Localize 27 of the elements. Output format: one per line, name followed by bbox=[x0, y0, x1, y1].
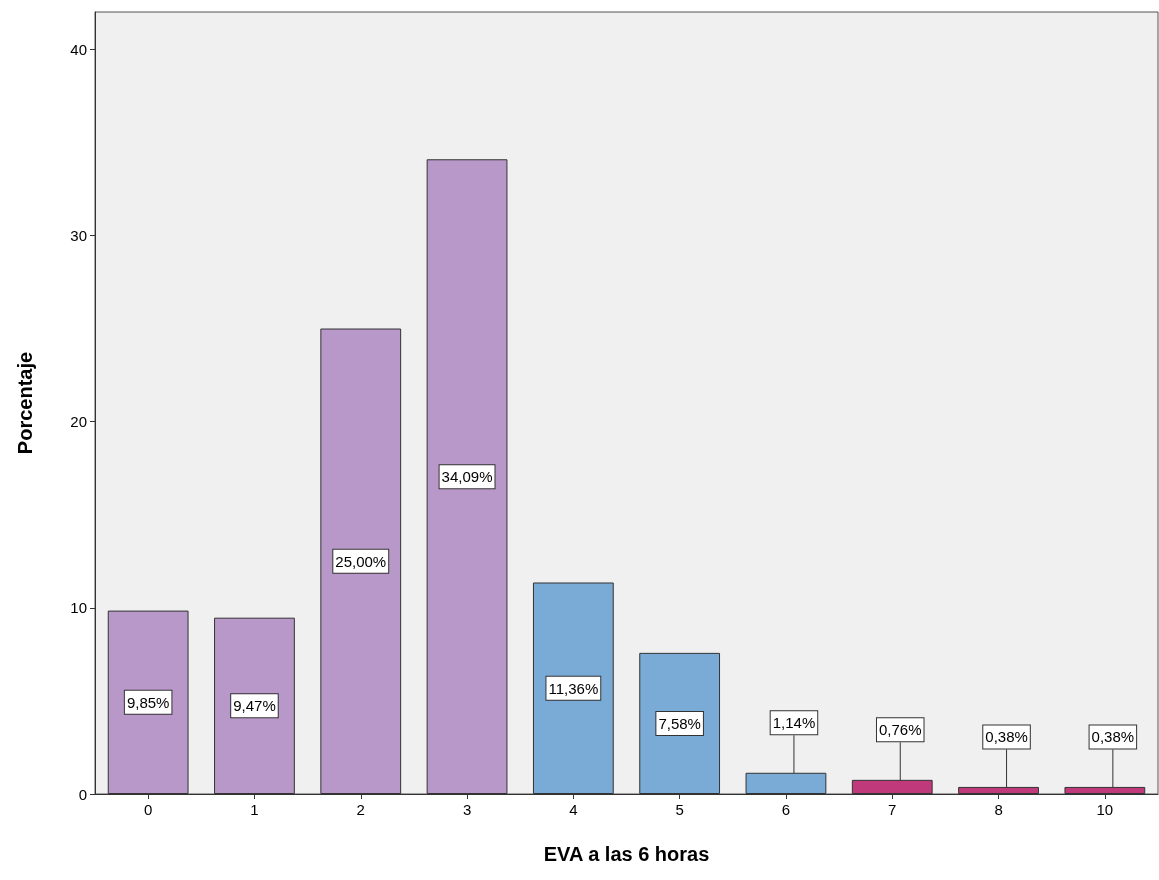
data-label: 0,76% bbox=[878, 721, 922, 739]
x-tick-label: 10 bbox=[1096, 801, 1114, 818]
x-tick-label: 0 bbox=[143, 801, 153, 818]
data-label: 25,00% bbox=[335, 552, 387, 570]
y-tick-label: 0 bbox=[78, 785, 87, 803]
y-tick-label: 40 bbox=[70, 40, 87, 58]
data-label: 1,14% bbox=[772, 714, 816, 732]
data-label: 7,58% bbox=[658, 714, 701, 732]
x-tick-label: 5 bbox=[675, 801, 684, 818]
x-tick-label: 2 bbox=[356, 801, 365, 818]
x-tick-label: 7 bbox=[888, 801, 897, 818]
data-label: 34,09% bbox=[441, 468, 493, 486]
data-label: 0,38% bbox=[1091, 728, 1135, 746]
data-label: 9,47% bbox=[233, 697, 276, 715]
y-axis-title: Porcentaje bbox=[14, 351, 36, 455]
y-tick-label: 10 bbox=[70, 599, 87, 617]
data-label: 11,36% bbox=[548, 679, 599, 697]
y-tick-label: 30 bbox=[70, 226, 87, 244]
data-label: 9,85% bbox=[126, 693, 170, 711]
x-tick-label: 8 bbox=[994, 801, 1003, 818]
x-tick-label: 1 bbox=[250, 801, 259, 818]
data-label: 0,38% bbox=[985, 728, 1028, 746]
x-axis-title: EVA a las 6 horas bbox=[543, 843, 710, 865]
y-tick-label: 20 bbox=[70, 413, 87, 431]
x-tick-label: 3 bbox=[462, 801, 472, 818]
x-tick-label: 6 bbox=[781, 801, 791, 818]
x-tick-label: 4 bbox=[569, 801, 578, 818]
